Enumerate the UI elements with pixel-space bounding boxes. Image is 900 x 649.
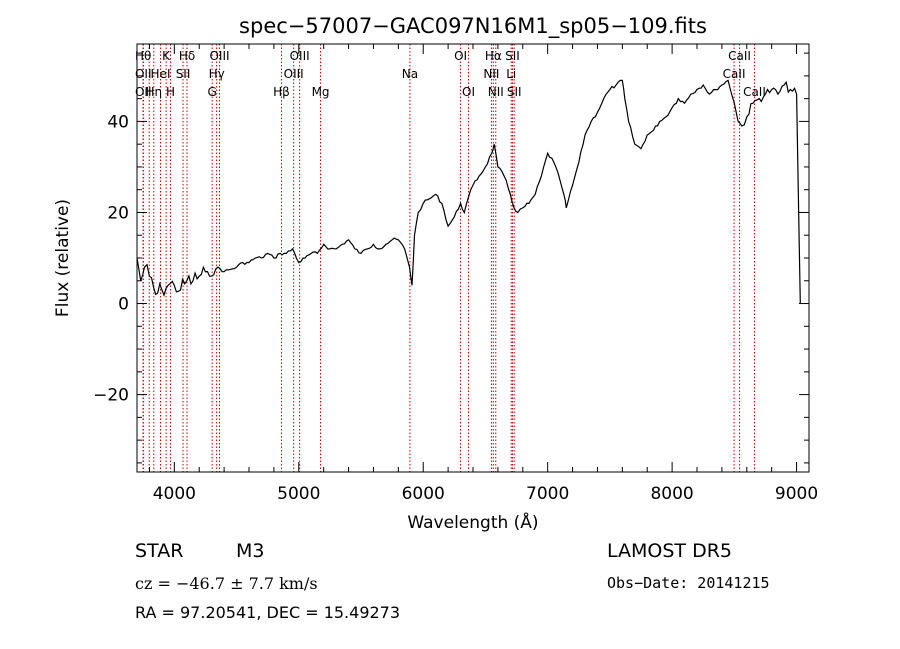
x-tick-label: 9000: [775, 484, 818, 504]
y-tick-label: 20: [107, 203, 129, 223]
survey-name: LAMOST DR5: [607, 540, 732, 562]
line-marker-label: Mg: [312, 85, 330, 99]
line-marker-label: Hδ: [179, 49, 195, 63]
line-marker-label: NII: [483, 67, 499, 81]
line-marker-label: OIII: [290, 49, 310, 63]
x-tick-label: 4000: [153, 484, 196, 504]
line-marker-label: OIII: [284, 67, 304, 81]
line-marker-label: Li: [506, 67, 516, 81]
chart-title: spec−57007−GAC097N16M1_sp05−109.fits: [239, 14, 707, 39]
line-marker-label: NII: [488, 85, 504, 99]
x-tick-label: 8000: [650, 484, 693, 504]
line-marker-labels: HθOIIOIIHηHeIKHSIIHδGHγOIIIHβOIIIOIIIMgN…: [135, 49, 766, 99]
plot-frame: [136, 43, 810, 473]
line-marker-label: Hη: [145, 85, 162, 99]
line-marker-label: SII: [176, 67, 191, 81]
x-tick-label: 7000: [526, 484, 569, 504]
line-marker-label: H: [166, 85, 175, 99]
y-tick-label: −20: [93, 386, 129, 406]
line-marker-label: K: [162, 49, 171, 63]
line-marker-label: SII: [507, 85, 522, 99]
line-marker-label: Hθ: [135, 49, 151, 63]
line-marker-label: OII: [135, 85, 152, 99]
line-marker-label: CaII: [723, 67, 746, 81]
x-tick-label: 6000: [402, 484, 445, 504]
line-marker-label: SII: [505, 49, 520, 63]
x-axis-label: Wavelength (Å): [407, 511, 538, 533]
line-marker-label: OIII: [209, 49, 229, 63]
coordinates: RA = 97.20541, DEC = 15.49273: [135, 603, 401, 622]
spectrum-line: [136, 79, 801, 304]
y-tick-label: 0: [118, 295, 129, 315]
line-marker-label: OI: [462, 85, 475, 99]
line-marker-label: Na: [402, 67, 418, 81]
object-class: STAR: [135, 540, 184, 562]
line-marker-label: Hα: [485, 49, 502, 63]
object-subclass: M3: [236, 540, 265, 562]
y-axis-label: Flux (relative): [53, 199, 73, 317]
y-axis-ticks: −20 0 20 40: [93, 52, 809, 464]
redshift-velocity: cz = −46.7 ± 7.7 km/s: [135, 574, 318, 593]
y-tick-label: 40: [107, 112, 129, 132]
line-marker-label: CaII: [743, 85, 766, 99]
x-tick-label: 5000: [277, 484, 320, 504]
line-marker-label: Hγ: [209, 67, 225, 81]
line-marker-label: CaII: [728, 49, 751, 63]
line-marker-label: G: [208, 85, 217, 99]
line-marker-label: HeI: [151, 67, 171, 81]
observation-date: Obs−Date: 20141215: [607, 574, 770, 592]
line-marker-label: Hβ: [273, 85, 290, 99]
line-marker-label: OII: [135, 67, 152, 81]
line-markers: [142, 44, 755, 472]
x-axis-ticks: 4000 5000 6000 7000 8000 9000: [148, 44, 818, 504]
line-marker-label: OI: [454, 49, 467, 63]
